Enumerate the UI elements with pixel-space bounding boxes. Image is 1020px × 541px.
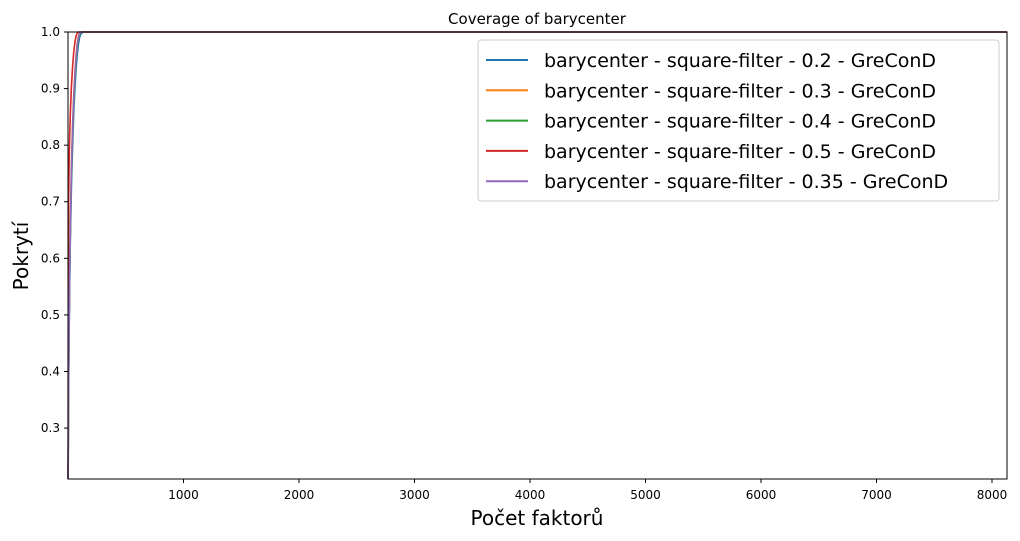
y-tick-label: 0.3	[41, 421, 60, 435]
legend: barycenter - square-filter - 0.2 - GreCo…	[477, 39, 1000, 202]
x-tick-label: 2000	[284, 488, 315, 502]
x-tick-label: 4000	[515, 488, 546, 502]
y-tick-label: 0.7	[41, 195, 60, 209]
legend-label: barycenter - square-filter - 0.3 - GreCo…	[544, 80, 936, 102]
plot-frame	[67, 31, 1008, 480]
x-axis-ticks: 1000 2000 3000 4000 5000 6000 7000 8000	[168, 479, 1007, 502]
x-tick-label: 7000	[861, 488, 892, 502]
x-tick-label: 1000	[168, 488, 199, 502]
y-tick-label: 0.4	[41, 364, 60, 378]
x-tick-label: 3000	[399, 488, 430, 502]
legend-label: barycenter - square-filter - 0.35 - GreC…	[544, 171, 948, 193]
legend-label: barycenter - square-filter - 0.2 - GreCo…	[544, 50, 936, 72]
x-tick-label: 8000	[977, 488, 1008, 502]
y-tick-label: 0.8	[41, 138, 60, 152]
legend-box	[477, 39, 1000, 202]
legend-label: barycenter - square-filter - 0.4 - GreCo…	[544, 111, 936, 133]
y-axis-label: Pokrytí	[9, 220, 33, 290]
y-tick-label: 0.6	[41, 251, 60, 265]
x-tick-label: 6000	[746, 488, 777, 502]
y-tick-label: 0.9	[41, 82, 60, 96]
y-axis-ticks: 0.3 0.4 0.5 0.6 0.7 0.8 0.9 1.0	[41, 25, 68, 435]
x-axis-label: Počet faktorů	[471, 506, 604, 530]
x-tick-label: 5000	[630, 488, 661, 502]
chart-title: Coverage of barycenter	[448, 10, 627, 28]
y-tick-label: 0.5	[41, 308, 60, 322]
y-tick-label: 1.0	[41, 25, 60, 39]
legend-label: barycenter - square-filter - 0.5 - GreCo…	[544, 141, 936, 163]
